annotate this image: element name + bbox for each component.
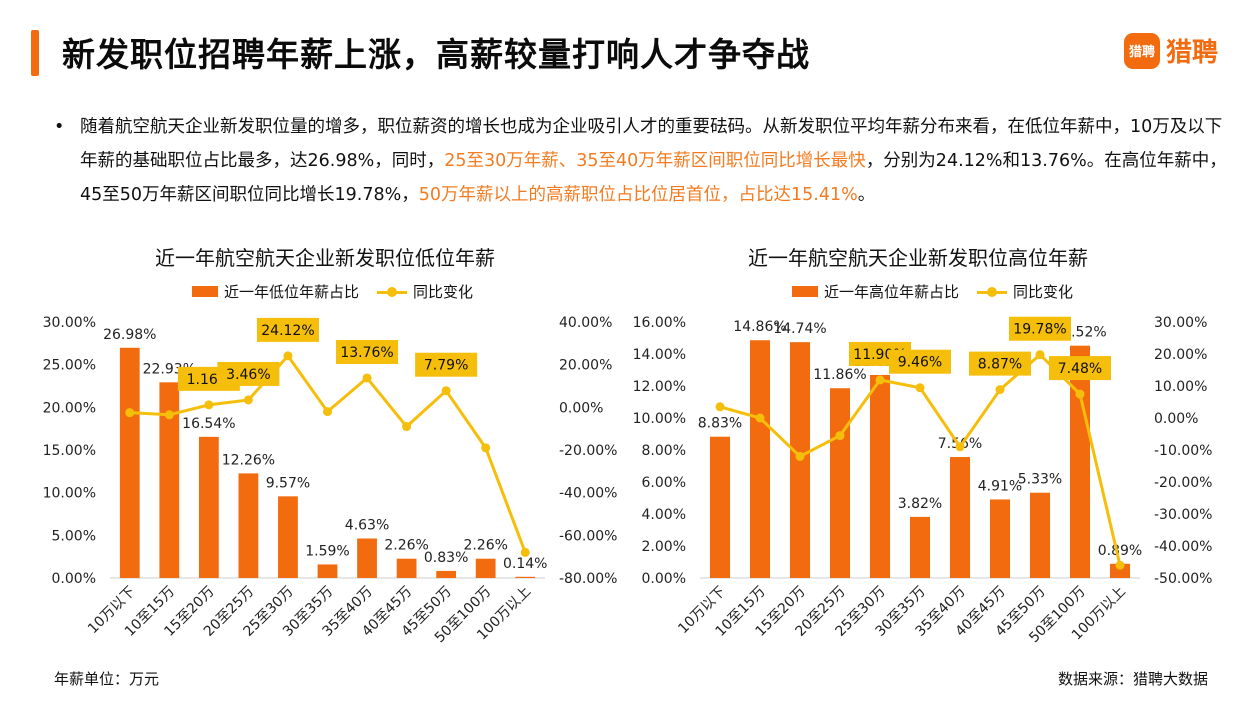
yoy-point xyxy=(402,422,412,432)
right-axis-tick-label: 0.00% xyxy=(559,400,603,416)
right-axis-tick-label: -80.00% xyxy=(559,571,617,587)
summary-seg-2: ，分别为24.12%和13.76%。在高位年薪中，45至50万年薪区间职位同比增… xyxy=(80,151,1227,205)
legend-item-line: 同比变化 xyxy=(377,281,473,302)
bar-data-label: 4.63% xyxy=(345,517,389,533)
bar-data-label: 0.14% xyxy=(503,556,547,572)
bar-data-label: 1.59% xyxy=(305,543,349,559)
left-axis-tick-label: 5.00% xyxy=(52,528,96,544)
legend-item-line: 同比变化 xyxy=(977,281,1073,302)
yoy-point xyxy=(520,547,530,557)
bar xyxy=(436,570,457,578)
right-axis-tick-label: -20.00% xyxy=(559,443,617,459)
bullet-point: • xyxy=(54,117,65,137)
yoy-point xyxy=(125,408,135,418)
legend-line-swatch xyxy=(377,285,408,299)
brand-logo: 猎聘 猎聘 xyxy=(1124,32,1218,69)
unit-note: 年薪单位：万元 xyxy=(54,670,160,688)
yoy-point xyxy=(362,373,372,383)
title-accent-bar xyxy=(31,30,39,76)
summary-seg-1: 随着航空航天企业新发职位量的增多，职位薪资的增长也成为企业吸引人才的重要砝码。从… xyxy=(80,117,1223,171)
summary-highlight-1: 25至30万年薪、35至40万年薪区间职位同比增长最快 xyxy=(444,151,866,171)
summary-text: 随着航空航天企业新发职位量的增多，职位薪资的增长也成为企业吸引人才的重要砝码。从… xyxy=(80,110,1234,212)
bar-data-label: 12.26% xyxy=(222,452,275,468)
left-axis-tick-label: 20.00% xyxy=(43,400,96,416)
legend-bar-label: 近一年高位年薪占比 xyxy=(824,283,960,301)
left-axis-tick-label: 30.00% xyxy=(43,315,96,331)
bar xyxy=(238,473,259,578)
yoy-callout-label: 7.79% xyxy=(424,358,468,374)
left-axis-tick-label: 15.00% xyxy=(43,443,96,459)
bar xyxy=(475,558,496,578)
bar-data-label: 2.26% xyxy=(463,538,507,554)
yoy-callout-label: 13.76% xyxy=(340,345,393,361)
bar-data-label: 9.57% xyxy=(266,475,310,491)
yoy-callout-box xyxy=(256,317,319,342)
summary-seg-3: 。 xyxy=(857,185,876,205)
chart-high-legend: 近一年高位年薪占比 同比变化 xyxy=(792,281,1073,302)
bar-data-label: 26.98% xyxy=(103,327,156,343)
left-axis-tick-label: 10.00% xyxy=(43,486,96,502)
right-axis-tick-label: -40.00% xyxy=(559,486,617,502)
page-title: 新发职位招聘年薪上涨，高薪较量打响人才争夺战 xyxy=(62,35,810,74)
bar xyxy=(515,576,536,578)
yoy-callout-label: 24.12% xyxy=(261,323,314,339)
legend-item-bar: 近一年高位年薪占比 xyxy=(792,281,959,302)
right-axis-tick-label: 20.00% xyxy=(559,358,612,374)
chart-high-title: 近一年航空航天企业新发职位高位年薪 xyxy=(748,246,1088,270)
bar-data-label: 16.54% xyxy=(182,416,235,432)
chart-low-title: 近一年航空航天企业新发职位低位年薪 xyxy=(155,246,495,270)
legend-bar-label: 近一年低位年薪占比 xyxy=(224,283,360,301)
yoy-callout-box xyxy=(217,361,280,386)
bar xyxy=(119,347,140,578)
legend-bar-swatch xyxy=(192,286,218,297)
summary-highlight-2: 50万年薪以上的高薪职位占比位居首位，占比达15.41% xyxy=(418,185,858,205)
legend-line-label: 同比变化 xyxy=(413,283,474,301)
legend-line-label: 同比变化 xyxy=(1013,283,1074,301)
bar xyxy=(278,496,298,578)
bar-data-label: 0.83% xyxy=(424,550,468,566)
left-axis-tick-label: 25.00% xyxy=(43,358,96,374)
brand-name: 猎聘 xyxy=(1166,38,1219,68)
bar-data-label: 2.26% xyxy=(384,538,428,554)
bar xyxy=(396,558,417,578)
yoy-point xyxy=(243,395,253,405)
right-axis-tick-label: 40.00% xyxy=(559,315,612,331)
bar xyxy=(317,564,338,578)
left-axis-tick-label: 0.00% xyxy=(52,571,96,587)
bar xyxy=(198,436,219,578)
yoy-point xyxy=(323,407,332,417)
legend-item-bar: 近一年低位年薪占比 xyxy=(192,281,359,302)
legend-line-swatch xyxy=(977,285,1008,299)
yoy-point xyxy=(481,443,491,453)
yoy-callout-box xyxy=(415,352,478,377)
source-note: 数据来源：猎聘大数据 xyxy=(1058,670,1209,688)
right-axis-tick-label: -60.00% xyxy=(559,528,617,544)
bar xyxy=(357,538,377,578)
bar xyxy=(159,382,180,578)
legend-bar-swatch xyxy=(792,286,818,297)
yoy-point xyxy=(283,351,293,361)
yoy-point xyxy=(164,410,174,420)
yoy-point xyxy=(204,400,214,410)
summary-paragraph: • 随着航空航天企业新发职位量的增多，职位薪资的增长也成为企业吸引人才的重要砝码… xyxy=(54,110,1234,212)
yoy-callout-box xyxy=(336,339,399,364)
brand-icon: 猎聘 xyxy=(1124,32,1160,69)
chart-low-legend: 近一年低位年薪占比 同比变化 xyxy=(192,281,473,302)
yoy-callout-label: 3.46% xyxy=(226,367,270,383)
yoy-point xyxy=(441,386,451,396)
